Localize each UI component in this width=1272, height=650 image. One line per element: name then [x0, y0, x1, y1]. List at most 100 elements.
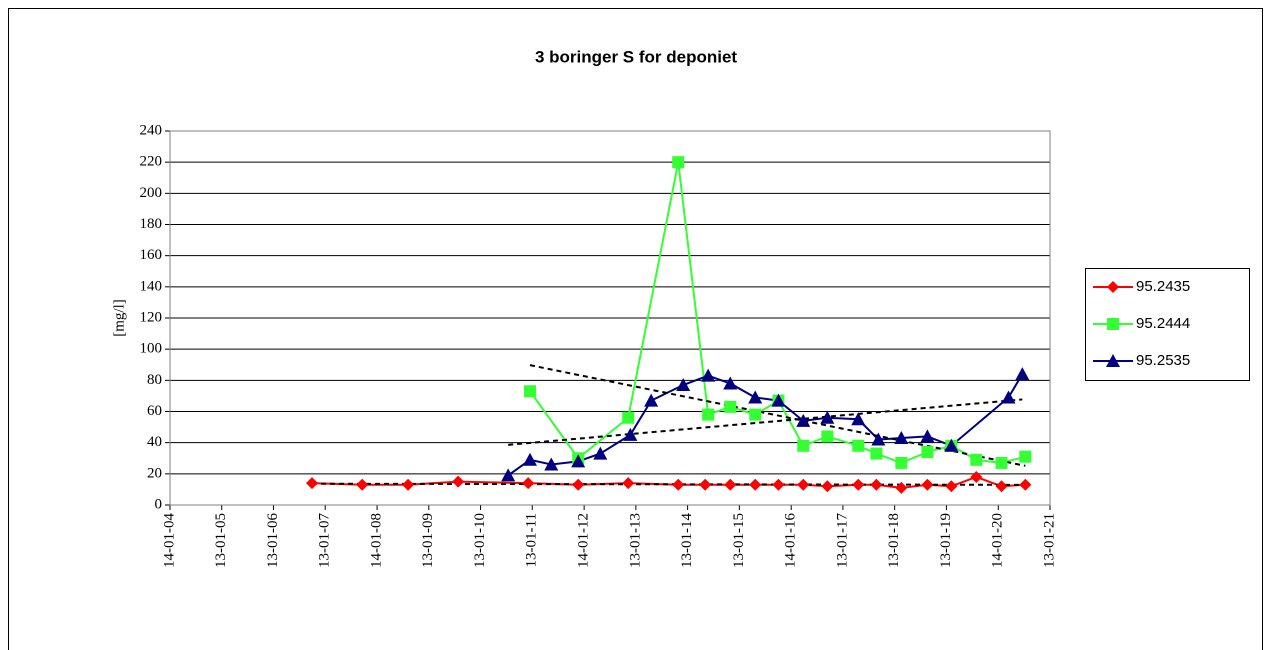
y-tick-label: 80 [147, 372, 162, 388]
marker [402, 478, 415, 491]
x-tick-label: 13-01-10 [472, 513, 488, 568]
marker [702, 408, 715, 421]
marker [523, 385, 536, 398]
x-tick-label: 13-01-15 [731, 513, 747, 568]
marker [797, 478, 810, 491]
chart-title: 3 boringer S for deponiet [535, 47, 737, 66]
marker [672, 156, 685, 169]
marker [522, 452, 537, 466]
x-tick-label: 14-01-20 [990, 513, 1006, 568]
x-tick-label: 13-01-19 [938, 513, 954, 568]
marker [870, 478, 883, 491]
marker [1107, 281, 1119, 293]
marker [748, 390, 763, 404]
x-tick-label: 13-01-14 [679, 513, 695, 568]
x-tick-label: 13-01-13 [627, 513, 643, 568]
y-tick-label: 120 [140, 309, 163, 325]
y-tick-label: 180 [140, 216, 163, 232]
x-tick-label: 14-01-12 [576, 513, 592, 568]
marker [995, 456, 1008, 469]
marker [593, 446, 608, 460]
plot [306, 156, 1032, 494]
marker [699, 478, 712, 491]
y-tick-label: 160 [140, 247, 163, 263]
marker [749, 478, 762, 491]
marker [871, 432, 886, 446]
y-tick-label: 240 [140, 122, 163, 138]
marker [772, 478, 785, 491]
chart-frame [8, 8, 1263, 650]
marker [676, 378, 691, 392]
marker [894, 430, 909, 444]
marker [644, 393, 659, 407]
x-tick-label: 13-01-11 [524, 513, 540, 567]
marker [821, 430, 834, 443]
marker [1019, 450, 1032, 463]
x-tick-label: 14-01-16 [783, 513, 799, 568]
x-tick-label: 13-01-07 [317, 513, 333, 568]
y-tick-label: 100 [140, 341, 163, 357]
x-tick-label: 13-01-18 [886, 513, 902, 568]
legend-label: 95.2435 [1136, 278, 1190, 295]
marker [821, 480, 834, 493]
marker [921, 478, 934, 491]
y-tick-label: 20 [147, 465, 162, 481]
marker [970, 453, 983, 466]
x-tick-label: 13-01-05 [213, 513, 229, 568]
marker [1106, 354, 1120, 367]
marker [852, 478, 865, 491]
marker [623, 427, 638, 441]
marker [749, 408, 762, 421]
marker [724, 478, 737, 491]
marker [1015, 367, 1030, 381]
marker [701, 368, 716, 382]
trend-line [529, 364, 1026, 467]
plot-frame [169, 130, 1051, 506]
marker [356, 478, 369, 491]
marker [851, 412, 866, 426]
marker [571, 454, 586, 468]
marker [622, 411, 635, 424]
y-tick-label: 60 [147, 403, 162, 419]
marker [820, 410, 835, 424]
marker [995, 480, 1008, 493]
marker [672, 478, 685, 491]
y-tick-label: 200 [140, 185, 163, 201]
x-tick-label: 13-01-21 [1041, 513, 1057, 568]
marker [895, 456, 908, 469]
legend: 95.2435 95.2444 95.2535 [1085, 268, 1250, 381]
x-tick-label: 13-01-09 [420, 513, 436, 568]
marker [1107, 318, 1119, 330]
marker [870, 447, 883, 460]
marker [771, 393, 786, 407]
marker [921, 446, 934, 459]
x-tick-label: 14-01-04 [161, 513, 177, 568]
trend-line [312, 482, 1026, 486]
x-tick-label: 13-01-17 [834, 513, 850, 568]
x-tick-label: 14-01-08 [369, 513, 385, 568]
marker [723, 376, 738, 390]
y-tick-label: 140 [140, 278, 163, 294]
marker [724, 400, 737, 413]
y-tick-label: 0 [155, 496, 163, 512]
marker [522, 477, 535, 490]
marker [797, 439, 810, 452]
y-tick-label: 220 [140, 154, 163, 170]
marker [622, 477, 635, 490]
marker [796, 413, 811, 427]
marker [572, 478, 585, 491]
marker [970, 470, 983, 483]
marker [306, 477, 319, 490]
marker [895, 481, 908, 494]
marker [920, 429, 935, 443]
y-axis-label: [mg/l] [111, 299, 127, 337]
marker [452, 475, 465, 488]
x-tick-label: 13-01-06 [265, 513, 281, 568]
legend-label: 95.2444 [1136, 315, 1190, 332]
legend-label: 95.2535 [1136, 352, 1190, 369]
y-tick-label: 40 [147, 434, 162, 450]
marker [944, 438, 959, 452]
marker [852, 439, 865, 452]
marker [1001, 390, 1016, 404]
